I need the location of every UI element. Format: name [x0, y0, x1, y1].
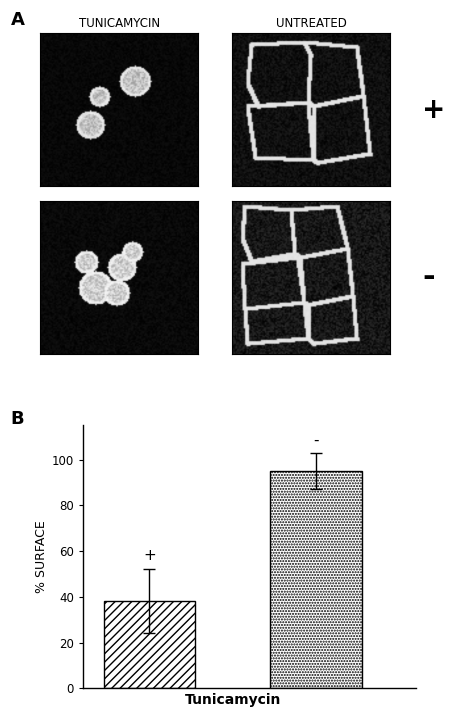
- Text: -: -: [422, 264, 435, 293]
- Text: UNTREATED: UNTREATED: [276, 17, 346, 30]
- Text: B: B: [10, 411, 24, 429]
- Text: TUNICAMYCIN: TUNICAMYCIN: [79, 17, 160, 30]
- Text: +: +: [422, 96, 446, 124]
- Text: A: A: [10, 11, 24, 29]
